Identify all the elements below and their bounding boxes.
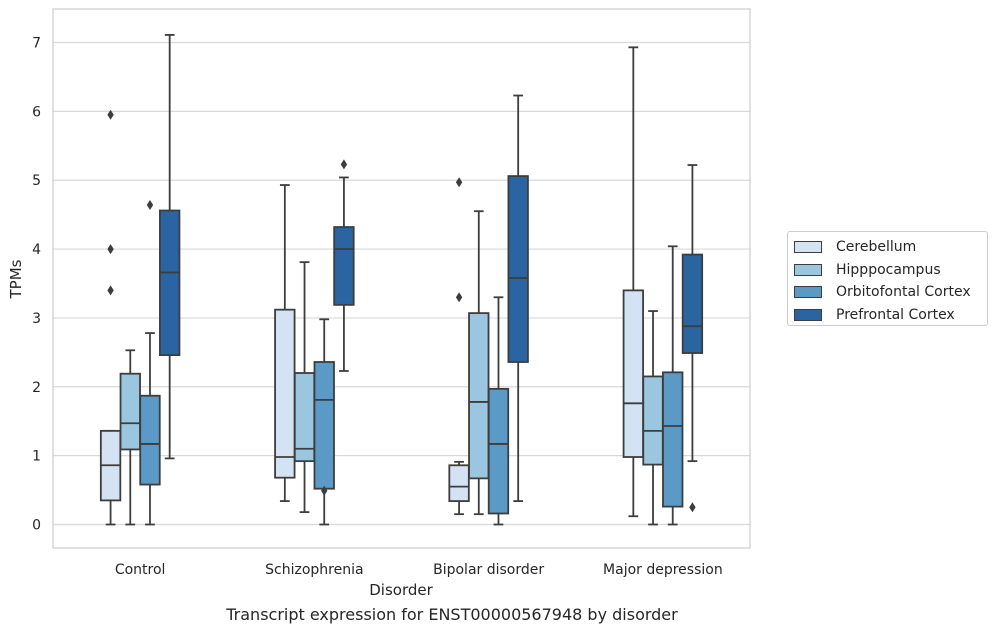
box-iqr — [139, 394, 161, 486]
y-tick-label: 7 — [32, 36, 41, 52]
box-cerebellum-0 — [99, 109, 122, 526]
figure-caption: Transcript expression for ENST0000056794… — [226, 605, 678, 624]
plot-frame — [52, 8, 751, 549]
outlier-point — [689, 502, 696, 513]
x-tick-label: Major depression — [603, 562, 723, 578]
box-prefrontal-cortex-2 — [507, 94, 529, 502]
box-orbitofontal-cortex-3 — [662, 245, 684, 526]
box-hipppocampus-3 — [642, 310, 664, 526]
box-orbitofontal-cortex-0 — [139, 200, 161, 526]
legend-item: Hipppocampus — [794, 259, 987, 282]
y-tick-label: 1 — [32, 449, 41, 465]
box-iqr — [119, 372, 141, 451]
outlier-point — [107, 285, 114, 296]
outlier-point — [107, 244, 114, 255]
outlier-point — [455, 177, 463, 188]
outlier-point — [107, 109, 114, 120]
box-prefrontal-cortex-0 — [159, 34, 181, 460]
legend-swatch — [794, 241, 822, 254]
box-hipppocampus-1 — [293, 261, 316, 514]
legend-swatch — [794, 263, 822, 276]
box-iqr — [487, 387, 510, 515]
legend-swatch — [794, 286, 822, 299]
box-prefrontal-cortex-1 — [333, 159, 355, 372]
legend-label: Cerebellum — [836, 239, 917, 256]
box-cerebellum-2 — [448, 177, 470, 516]
box-iqr — [622, 289, 644, 458]
box-iqr — [313, 361, 335, 490]
outlier-point — [340, 159, 348, 170]
legend-label: Hipppocampus — [836, 261, 941, 278]
y-tick-labels: 0 1 2 3 4 5 6 7 — [32, 36, 41, 534]
box-cerebellum-3 — [622, 46, 644, 518]
outlier-point — [455, 292, 463, 303]
x-tick-label: Bipolar disorder — [433, 562, 544, 578]
box-iqr — [159, 209, 181, 357]
x-axis-label: Disorder — [369, 581, 433, 599]
box-iqr — [274, 308, 296, 479]
legend: Cerebellum Hipppocampus Orbitofontal Corte… — [787, 231, 988, 326]
y-tick-label: 0 — [32, 518, 41, 534]
boxes — [99, 34, 704, 526]
legend-item: Orbitofontal Cortex — [794, 281, 987, 304]
box-orbitofontal-cortex-1 — [313, 318, 335, 526]
y-tick-label: 6 — [32, 104, 41, 120]
box-iqr — [333, 226, 355, 306]
box-hipppocampus-2 — [468, 210, 490, 516]
y-tick-label: 2 — [32, 380, 41, 396]
box-iqr — [507, 175, 529, 363]
legend-label: Orbitofontal Cortex — [836, 284, 971, 301]
outlier-point — [321, 485, 328, 496]
box-hipppocampus-0 — [119, 349, 141, 526]
x-tick-label: Schizophrenia — [265, 562, 363, 578]
box-iqr — [642, 375, 664, 466]
box-iqr — [468, 312, 490, 480]
outlier-point — [146, 200, 154, 211]
y-tick-label: 3 — [32, 311, 41, 327]
box-orbitofontal-cortex-2 — [487, 296, 510, 526]
box-cerebellum-1 — [274, 184, 296, 502]
y-tick-label: 5 — [32, 173, 41, 189]
x-tick-labels: Control Schizophrenia Bipolar disorder Majo… — [115, 562, 723, 578]
legend-label: Prefrontal Cortex — [836, 306, 955, 323]
legend-item: Prefrontal Cortex — [794, 304, 987, 327]
x-tick-label: Control — [115, 562, 166, 578]
box-prefrontal-cortex-3 — [681, 164, 704, 513]
y-axis-label: TPMs — [7, 259, 25, 299]
y-tick-label: 4 — [32, 242, 41, 258]
legend-swatch — [794, 308, 822, 321]
box-iqr — [448, 464, 470, 502]
box-iqr — [681, 253, 704, 354]
legend-item: Cerebellum — [794, 236, 987, 259]
box-iqr — [662, 371, 684, 508]
